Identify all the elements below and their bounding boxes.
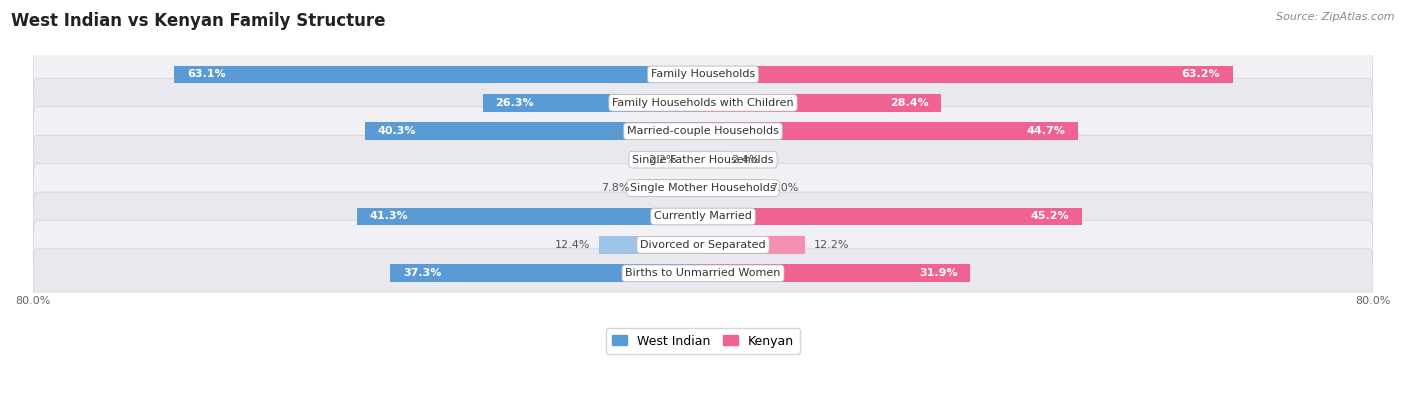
Text: Divorced or Separated: Divorced or Separated bbox=[640, 240, 766, 250]
Text: Married-couple Households: Married-couple Households bbox=[627, 126, 779, 136]
Bar bbox=[599, 236, 703, 254]
Text: Single Father Households: Single Father Households bbox=[633, 154, 773, 165]
Text: Births to Unmarried Women: Births to Unmarried Women bbox=[626, 268, 780, 278]
Bar bbox=[703, 179, 762, 197]
Text: 41.3%: 41.3% bbox=[370, 211, 408, 222]
FancyBboxPatch shape bbox=[34, 192, 1372, 241]
Text: 26.3%: 26.3% bbox=[495, 98, 534, 108]
Text: Currently Married: Currently Married bbox=[654, 211, 752, 222]
Bar bbox=[482, 94, 703, 112]
FancyBboxPatch shape bbox=[34, 78, 1372, 127]
Text: Source: ZipAtlas.com: Source: ZipAtlas.com bbox=[1277, 12, 1395, 22]
Text: 12.4%: 12.4% bbox=[555, 240, 591, 250]
Text: 63.1%: 63.1% bbox=[187, 70, 225, 79]
Bar bbox=[703, 66, 1233, 83]
FancyBboxPatch shape bbox=[34, 249, 1372, 298]
Text: 2.2%: 2.2% bbox=[648, 154, 676, 165]
FancyBboxPatch shape bbox=[34, 220, 1372, 269]
Text: Family Households: Family Households bbox=[651, 70, 755, 79]
Text: 40.3%: 40.3% bbox=[378, 126, 416, 136]
Text: 7.8%: 7.8% bbox=[600, 183, 630, 193]
FancyBboxPatch shape bbox=[34, 107, 1372, 156]
Text: 31.9%: 31.9% bbox=[920, 268, 957, 278]
Bar bbox=[703, 236, 806, 254]
FancyBboxPatch shape bbox=[34, 50, 1372, 99]
Bar bbox=[357, 208, 703, 225]
Text: 63.2%: 63.2% bbox=[1181, 70, 1220, 79]
Text: 2.4%: 2.4% bbox=[731, 154, 761, 165]
Bar bbox=[703, 208, 1081, 225]
Text: 28.4%: 28.4% bbox=[890, 98, 928, 108]
Text: Single Mother Households: Single Mother Households bbox=[630, 183, 776, 193]
Bar bbox=[174, 66, 703, 83]
Bar bbox=[366, 122, 703, 140]
Text: 7.0%: 7.0% bbox=[770, 183, 799, 193]
Bar bbox=[703, 151, 723, 168]
FancyBboxPatch shape bbox=[34, 164, 1372, 213]
Text: Family Households with Children: Family Households with Children bbox=[612, 98, 794, 108]
Text: 37.3%: 37.3% bbox=[404, 268, 441, 278]
Text: 44.7%: 44.7% bbox=[1026, 126, 1064, 136]
Bar bbox=[703, 94, 941, 112]
Text: West Indian vs Kenyan Family Structure: West Indian vs Kenyan Family Structure bbox=[11, 12, 385, 30]
Bar bbox=[703, 122, 1077, 140]
Legend: West Indian, Kenyan: West Indian, Kenyan bbox=[606, 328, 800, 354]
FancyBboxPatch shape bbox=[34, 135, 1372, 184]
Text: 45.2%: 45.2% bbox=[1031, 211, 1069, 222]
Bar bbox=[638, 179, 703, 197]
Bar bbox=[391, 265, 703, 282]
Text: 12.2%: 12.2% bbox=[814, 240, 849, 250]
Bar bbox=[685, 151, 703, 168]
Bar bbox=[703, 265, 970, 282]
